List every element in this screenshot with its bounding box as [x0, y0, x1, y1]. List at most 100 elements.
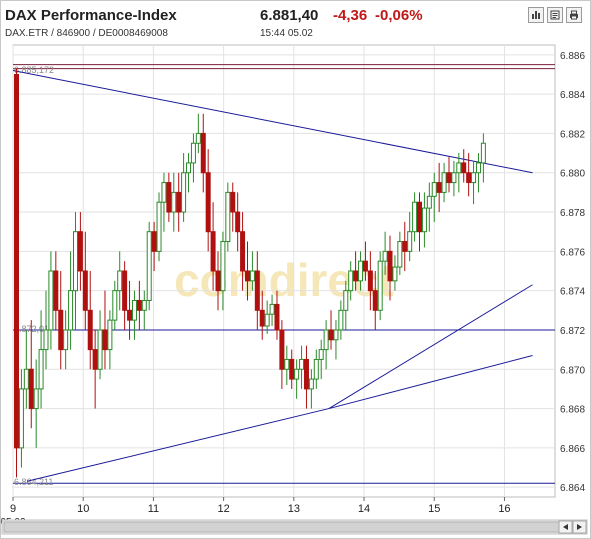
quote-date: 05.02: [287, 28, 313, 39]
candle-body: [328, 329, 334, 341]
candle-body: [186, 162, 192, 174]
y-tick-label: 6.868: [560, 405, 585, 416]
candle-body: [58, 309, 64, 351]
candle-body: [338, 309, 344, 331]
candle-body: [353, 270, 359, 282]
candle-body: [407, 231, 413, 252]
candle-body: [318, 349, 324, 360]
candle-body: [107, 319, 113, 351]
candle-body: [136, 299, 142, 311]
candle-body: [372, 290, 378, 311]
candle-body: [480, 142, 486, 164]
candle-body: [112, 290, 118, 321]
candle-body: [466, 172, 472, 184]
candle-body: [254, 270, 260, 311]
candle-body: [156, 201, 162, 252]
y-tick-label: 6.886: [560, 51, 585, 62]
candle-body: [402, 241, 408, 252]
y-tick-label: 6.878: [560, 208, 585, 219]
level-label: 6.864,211: [14, 477, 53, 487]
scrollbar[interactable]: [1, 519, 588, 535]
plot-background: [12, 44, 556, 498]
candle-body: [181, 172, 187, 213]
candle-body: [82, 270, 88, 311]
candle-body: [269, 303, 275, 315]
candle-body: [313, 358, 319, 380]
y-tick-label: 6.876: [560, 247, 585, 258]
y-tick-label: 6.884: [560, 90, 585, 101]
candle-body: [72, 231, 78, 292]
candle-body: [48, 270, 54, 331]
y-tick-label: 6.866: [560, 444, 585, 455]
candle-body: [14, 73, 20, 449]
y-tick-label: 6.882: [560, 129, 585, 140]
index-title: DAX Performance-Index: [5, 7, 177, 24]
candle-body: [308, 378, 314, 390]
candle-body: [68, 290, 74, 331]
y-tick-label: 6.874: [560, 287, 585, 298]
candle-body: [264, 313, 270, 327]
candle-body: [461, 162, 467, 174]
x-tick-label: 15: [428, 503, 440, 515]
bar-chart-icon[interactable]: [528, 7, 544, 23]
candle-body: [210, 231, 216, 272]
candle-body: [333, 329, 339, 341]
plot-area: comdirect6.8646.8666.8686.8706.8726.8746…: [0, 44, 588, 535]
candle-body: [33, 388, 39, 410]
candle-body: [358, 260, 364, 282]
candle-body: [382, 250, 388, 262]
candle-body: [274, 303, 280, 331]
candle-body: [43, 329, 49, 351]
candle-body: [471, 172, 477, 184]
trend-line: [328, 355, 533, 410]
candle-body: [249, 270, 255, 282]
candle-body: [97, 329, 103, 370]
y-tick-label: 6.870: [560, 365, 585, 376]
candle-body: [456, 162, 462, 174]
candle-body: [166, 182, 172, 213]
candle-body: [161, 182, 167, 203]
candle-body: [362, 260, 368, 272]
news-icon[interactable]: [547, 7, 563, 23]
candle-body: [303, 358, 309, 390]
candle-body: [235, 211, 241, 233]
x-tick-label: 9: [10, 503, 16, 515]
candle-body: [289, 358, 295, 380]
candle-body: [38, 349, 44, 390]
candle-body: [146, 231, 152, 301]
x-tick-label: 12: [217, 503, 229, 515]
candle-body: [176, 191, 182, 213]
candle-body: [151, 231, 157, 252]
scrollbar-thumb: [3, 521, 560, 533]
candle-body: [87, 309, 93, 351]
candle-body: [259, 309, 265, 327]
x-tick-label: 13: [288, 503, 300, 515]
candle-body: [127, 309, 133, 321]
candle-body: [475, 162, 481, 174]
candle-body: [397, 241, 403, 268]
x-tick-label: 14: [358, 503, 370, 515]
y-tick-label: 6.864: [560, 483, 585, 494]
candle-body: [131, 299, 137, 321]
identifiers: DAX.ETR / 846900 / DE0008469008: [5, 28, 168, 39]
candle-body: [18, 388, 24, 449]
candle-body: [190, 142, 196, 164]
x-tick-label: 16: [498, 503, 510, 515]
candle-body: [367, 270, 373, 292]
candle-body: [141, 299, 147, 311]
candle-body: [412, 201, 418, 233]
candle-body: [348, 270, 354, 292]
candle-body: [230, 191, 236, 213]
candle-body: [205, 172, 211, 233]
candle-body: [23, 368, 29, 390]
candle-body: [436, 182, 442, 193]
trend-line: [12, 70, 533, 174]
candle-body: [220, 241, 226, 292]
candle-body: [387, 250, 393, 282]
print-icon[interactable]: [566, 7, 582, 23]
candle-body: [417, 201, 422, 233]
trend-line: [328, 284, 533, 409]
price-change-percent: -0,06%: [375, 7, 423, 24]
candle-body: [102, 329, 108, 351]
